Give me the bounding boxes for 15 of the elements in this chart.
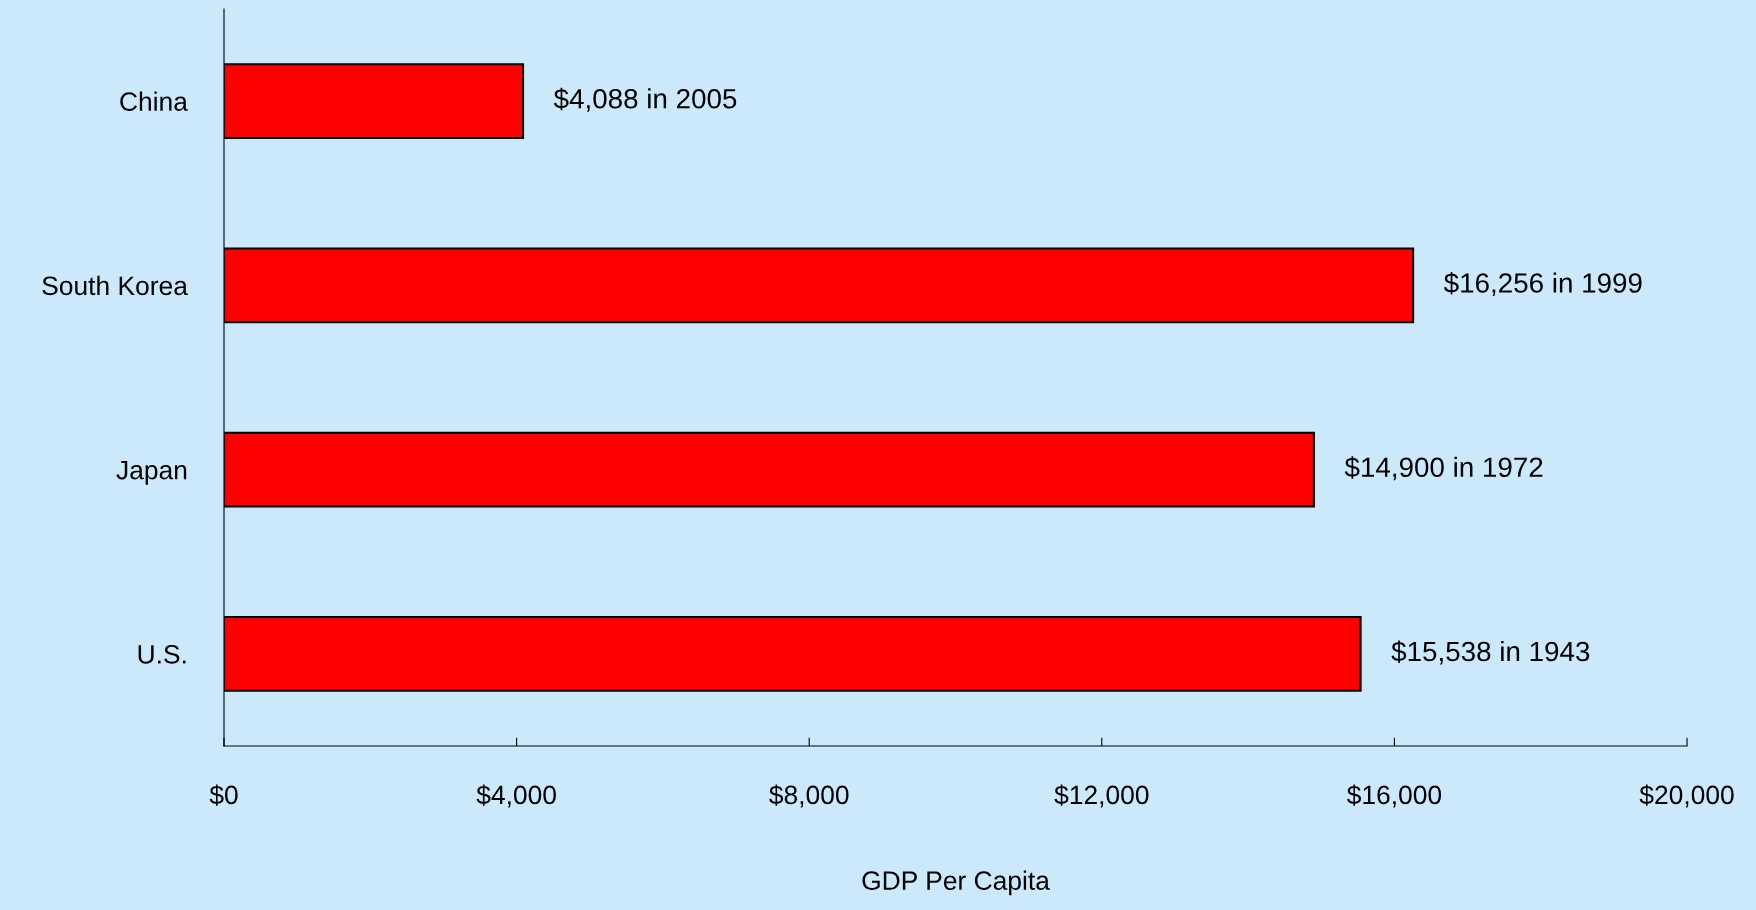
x-tick-label: $8,000 bbox=[769, 784, 849, 808]
y-tick-label: U.S. bbox=[138, 645, 186, 664]
x-axis-title: GDP Per Capita bbox=[862, 870, 1050, 896]
x-tick-label: $4,000 bbox=[476, 784, 556, 808]
x-tick-label: $12,000 bbox=[1054, 784, 1149, 808]
x-tick-label: $20,000 bbox=[1639, 784, 1734, 808]
data-label: $4,088 in 2005 bbox=[553, 87, 737, 112]
data-label: $14,900 in 1972 bbox=[1344, 456, 1543, 481]
x-tick-label: $0 bbox=[209, 784, 238, 806]
y-tick-label: South Korea bbox=[42, 275, 188, 296]
data-label: $15,538 in 1943 bbox=[1391, 640, 1590, 665]
x-tick-label: $16,000 bbox=[1346, 784, 1442, 808]
y-tick-label: Japan bbox=[116, 461, 187, 485]
data-label: $16,256 in 1999 bbox=[1443, 271, 1642, 297]
y-tick-label: China bbox=[120, 91, 188, 111]
